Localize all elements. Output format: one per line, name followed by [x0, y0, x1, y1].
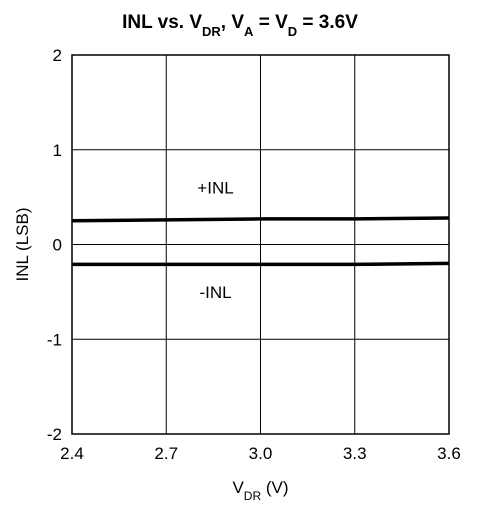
- series-line-minus-inl: [72, 261, 450, 267]
- chart-title: INL vs. VDR, VA = VD = 3.6V: [122, 12, 358, 39]
- x-axis-label: VDR (V): [232, 478, 288, 503]
- y-tick-label: -2: [47, 425, 62, 444]
- x-tick-labels: 2.4 2.7 3.0 3.3 3.6: [60, 444, 461, 463]
- x-tick-label: 2.4: [60, 444, 84, 463]
- series-annotation: +INL: [197, 179, 233, 198]
- y-tick-labels: 2 1 0 -1 -2: [47, 46, 62, 444]
- x-tick-label: 3.6: [437, 444, 461, 463]
- series-line-plusminus-inl: [71, 216, 450, 223]
- x-tick-label: 3.0: [249, 444, 273, 463]
- grid: [71, 54, 450, 435]
- plot-frame: [71, 54, 450, 435]
- y-tick-label: -1: [47, 330, 62, 349]
- x-tick-label: 3.3: [343, 444, 367, 463]
- series-annotation: -INL: [199, 283, 231, 302]
- y-tick-label: 1: [53, 141, 62, 160]
- y-tick-label: 0: [53, 236, 62, 255]
- x-tick-label: 2.7: [154, 444, 178, 463]
- y-tick-label: 2: [53, 46, 62, 65]
- y-axis-label: INL (LSB): [13, 207, 32, 281]
- annotations: +INL -INL: [197, 179, 233, 302]
- series-layer: [71, 216, 450, 267]
